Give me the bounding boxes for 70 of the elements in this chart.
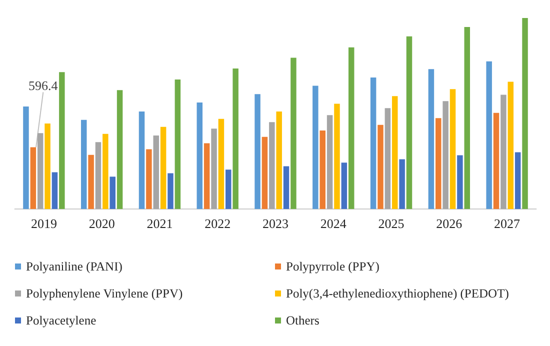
bar <box>110 176 116 209</box>
bar <box>326 115 333 209</box>
bar <box>508 82 514 209</box>
x-tick-label: 2025 <box>378 216 404 231</box>
bar <box>168 173 174 209</box>
bar <box>153 136 160 209</box>
legend-label: Polypyrrole (PPY) <box>286 260 380 274</box>
bar <box>254 94 260 209</box>
bar <box>436 118 442 209</box>
bar <box>52 172 58 209</box>
bar <box>320 130 326 209</box>
legend-label: Poly(3,4-ethylenedioxythiophene) (PEDOT) <box>286 286 509 300</box>
x-tick-label: 2020 <box>88 216 115 231</box>
bar <box>392 96 398 209</box>
x-tick-label: 2023 <box>262 216 288 231</box>
bar <box>399 159 405 209</box>
bar <box>450 89 456 209</box>
bar <box>464 27 470 209</box>
bar <box>334 104 340 209</box>
bar <box>312 86 318 209</box>
bar <box>457 155 463 209</box>
bar <box>493 112 500 209</box>
legend-label: Polyphenylene Vinylene (PPV) <box>26 286 183 300</box>
bar <box>218 118 224 209</box>
legend-label: Polyaniline (PANI) <box>26 260 122 274</box>
bar <box>174 79 181 209</box>
x-tick-label: 2019 <box>30 216 57 231</box>
bar <box>160 126 166 209</box>
bar <box>44 124 50 209</box>
bar <box>269 122 275 209</box>
bar <box>514 152 521 209</box>
data-label: 596.4 <box>28 78 58 94</box>
bar <box>211 128 217 209</box>
x-tick-label: 2024 <box>320 216 347 231</box>
bar <box>80 120 87 209</box>
bar <box>442 101 448 209</box>
x-tick-label: 2027 <box>494 216 521 231</box>
bar <box>30 147 36 209</box>
bar <box>23 106 29 209</box>
bar <box>95 142 102 209</box>
bar <box>290 58 296 209</box>
bar <box>370 77 376 209</box>
bar <box>428 69 434 209</box>
bar <box>146 149 152 209</box>
bar <box>378 124 384 209</box>
bar <box>283 166 290 209</box>
bar <box>226 170 232 209</box>
x-tick-label: 2022 <box>204 216 231 231</box>
x-tick-label: 2026 <box>436 216 463 231</box>
legend-label: Polyacetylene <box>26 314 97 328</box>
bar <box>204 143 210 209</box>
bar <box>341 162 348 209</box>
bar <box>196 102 203 209</box>
x-tick-label: 2021 <box>146 216 173 231</box>
bar <box>232 68 238 209</box>
bar <box>116 90 123 209</box>
bar <box>102 134 108 209</box>
bar <box>262 136 268 209</box>
bar <box>522 18 528 209</box>
bar <box>384 108 391 209</box>
bar <box>348 47 354 209</box>
bar <box>138 111 145 209</box>
bar <box>500 94 506 209</box>
legend-label: Others <box>286 314 320 328</box>
bar <box>59 72 65 209</box>
bar <box>486 61 492 209</box>
bar <box>406 36 412 209</box>
bar <box>37 133 44 209</box>
bar <box>88 154 94 209</box>
bar <box>276 111 282 209</box>
